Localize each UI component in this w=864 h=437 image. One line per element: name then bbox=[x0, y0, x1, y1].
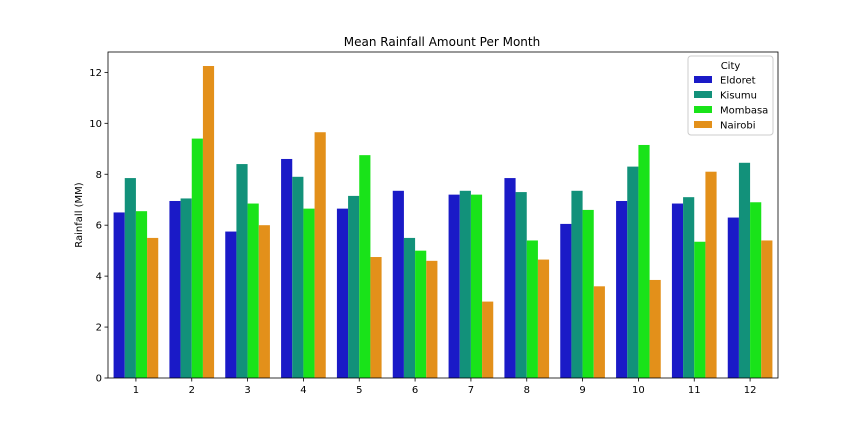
legend-title: City bbox=[721, 61, 741, 72]
bar-eldoret-4 bbox=[281, 158, 293, 378]
bar-eldoret-9 bbox=[560, 223, 572, 378]
legend: City Eldoret Kisumu Mombasa Nairobi bbox=[687, 55, 774, 136]
bar-eldoret-3 bbox=[225, 231, 237, 378]
bar-kisumu-8 bbox=[515, 192, 527, 378]
x-tick-label: 9 bbox=[579, 385, 585, 396]
y-tick-label: 10 bbox=[89, 119, 102, 130]
bar-mombasa-10 bbox=[638, 144, 650, 378]
x-tick-label: 4 bbox=[300, 385, 306, 396]
bar-kisumu-4 bbox=[292, 176, 304, 378]
legend-swatch-mombasa bbox=[694, 106, 712, 113]
bar-kisumu-11 bbox=[683, 197, 695, 378]
legend-label-nairobi: Nairobi bbox=[720, 121, 756, 132]
y-tick-label: 12 bbox=[89, 68, 102, 79]
bar-nairobi-7 bbox=[482, 301, 494, 378]
bar-nairobi-1 bbox=[147, 237, 159, 378]
bar-kisumu-7 bbox=[459, 190, 471, 378]
bar-kisumu-1 bbox=[124, 178, 136, 378]
bar-eldoret-12 bbox=[727, 217, 739, 378]
bar-nairobi-4 bbox=[314, 132, 326, 378]
bar-mombasa-4 bbox=[303, 208, 315, 378]
bar-kisumu-2 bbox=[180, 198, 192, 378]
bar-nairobi-5 bbox=[370, 257, 382, 378]
bar-mombasa-3 bbox=[247, 203, 259, 378]
legend-swatch-eldoret bbox=[694, 76, 712, 83]
bar-mombasa-9 bbox=[582, 209, 594, 378]
bar-mombasa-11 bbox=[694, 241, 706, 378]
bar-eldoret-7 bbox=[448, 194, 460, 379]
legend-label-mombasa: Mombasa bbox=[720, 106, 768, 117]
bar-nairobi-10 bbox=[649, 279, 661, 378]
bar-nairobi-3 bbox=[258, 225, 270, 378]
bar-eldoret-10 bbox=[616, 200, 628, 378]
bar-kisumu-6 bbox=[403, 237, 416, 378]
x-tick-label: 11 bbox=[688, 385, 701, 396]
bar-nairobi-2 bbox=[202, 66, 215, 378]
legend-label-kisumu: Kisumu bbox=[720, 91, 757, 102]
legend-box bbox=[687, 55, 774, 136]
bar-mombasa-8 bbox=[526, 240, 538, 378]
x-tick-label: 2 bbox=[189, 385, 195, 396]
bar-mombasa-7 bbox=[470, 194, 483, 379]
legend-swatch-nairobi bbox=[694, 121, 712, 128]
legend-swatch-kisumu bbox=[694, 91, 712, 98]
x-tick-label: 10 bbox=[632, 385, 645, 396]
bar-eldoret-2 bbox=[169, 200, 181, 378]
bar-nairobi-8 bbox=[537, 259, 550, 378]
bar-eldoret-11 bbox=[671, 203, 684, 378]
y-tick-label: 8 bbox=[96, 170, 102, 181]
bar-mombasa-6 bbox=[415, 250, 427, 378]
x-tick-label: 5 bbox=[356, 385, 362, 396]
legend-label-eldoret: Eldoret bbox=[720, 76, 756, 87]
bar-mombasa-2 bbox=[191, 138, 203, 378]
bar-eldoret-6 bbox=[392, 190, 404, 378]
bar-kisumu-3 bbox=[236, 164, 248, 378]
bar-mombasa-1 bbox=[135, 211, 148, 378]
y-axis-label: Rainfall (MM) bbox=[74, 182, 85, 248]
bar-kisumu-9 bbox=[571, 190, 583, 378]
bar-kisumu-12 bbox=[738, 162, 751, 378]
y-tick-label: 0 bbox=[96, 374, 102, 385]
x-tick-label: 7 bbox=[468, 385, 474, 396]
bar-mombasa-12 bbox=[750, 202, 762, 378]
bar-nairobi-11 bbox=[705, 171, 717, 378]
plot-frame bbox=[107, 51, 779, 379]
bar-nairobi-12 bbox=[761, 240, 773, 378]
x-tick-label: 12 bbox=[744, 385, 757, 396]
bar-nairobi-6 bbox=[426, 260, 438, 378]
x-tick-label: 3 bbox=[244, 385, 250, 396]
bar-eldoret-5 bbox=[336, 208, 349, 378]
bars-layer bbox=[113, 66, 773, 379]
bar-nairobi-9 bbox=[593, 286, 605, 378]
x-tick-label: 6 bbox=[412, 385, 418, 396]
x-tick-label: 1 bbox=[133, 385, 139, 396]
bar-kisumu-5 bbox=[348, 195, 360, 378]
y-tick-label: 6 bbox=[96, 221, 102, 232]
bar-eldoret-8 bbox=[504, 178, 516, 378]
y-tick-label: 2 bbox=[96, 323, 102, 334]
x-tick-label: 8 bbox=[524, 385, 530, 396]
bar-eldoret-1 bbox=[113, 212, 125, 378]
y-tick-label: 4 bbox=[96, 272, 102, 283]
bar-kisumu-10 bbox=[627, 166, 639, 378]
bar-mombasa-5 bbox=[359, 155, 371, 378]
chart-title: Mean Rainfall Amount Per Month bbox=[344, 35, 540, 49]
